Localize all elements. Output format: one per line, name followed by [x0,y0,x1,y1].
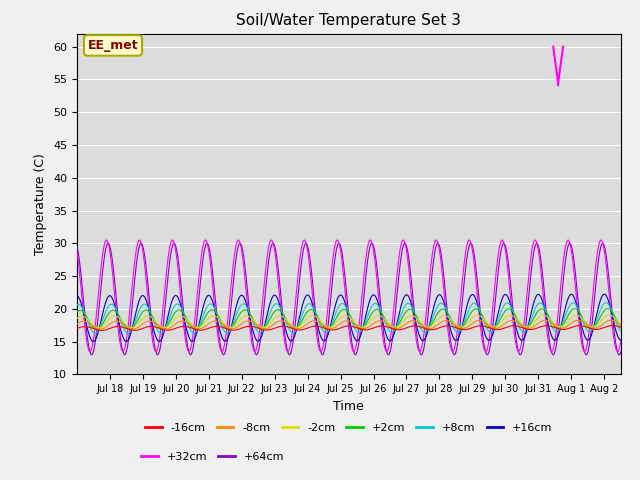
Y-axis label: Temperature (C): Temperature (C) [35,153,47,255]
Legend: +32cm, +64cm: +32cm, +64cm [137,447,289,466]
X-axis label: Time: Time [333,400,364,413]
Text: EE_met: EE_met [88,39,138,52]
Title: Soil/Water Temperature Set 3: Soil/Water Temperature Set 3 [236,13,461,28]
